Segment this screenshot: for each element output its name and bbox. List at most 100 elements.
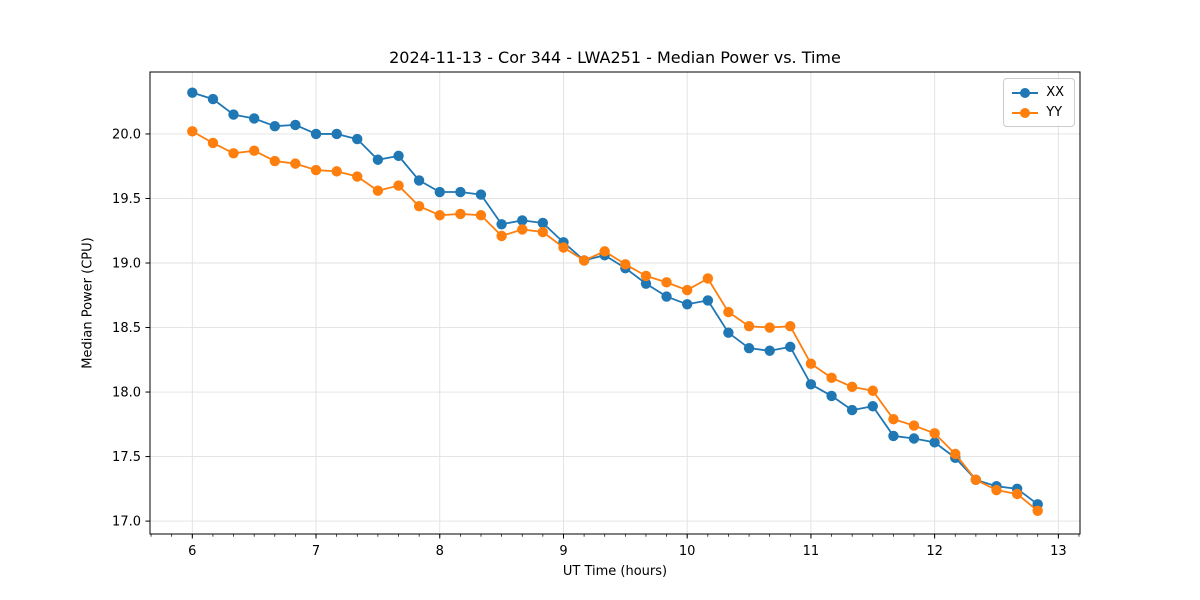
series-xx-marker: [228, 109, 239, 120]
legend-label-yy: YY: [1046, 105, 1063, 120]
series-yy-marker: [620, 259, 631, 270]
series-yy-marker: [846, 381, 858, 393]
series-yy-marker: [681, 284, 693, 296]
series-xx-marker: [434, 186, 445, 198]
series-xx-marker: [187, 87, 198, 98]
series-yy-marker: [970, 474, 982, 485]
legend: XX YY: [1003, 78, 1075, 127]
x-tick-label: 7: [312, 544, 320, 559]
series-xx-marker: [352, 133, 363, 145]
y-tick-label: 20.0: [112, 127, 141, 142]
series-yy-marker: [248, 145, 260, 156]
x-tick-label: 6: [188, 544, 196, 559]
series-yy-marker: [764, 322, 775, 333]
series-xx-marker: [331, 128, 342, 140]
series-xx-marker: [310, 128, 322, 140]
series-yy-marker: [661, 277, 672, 288]
series-xx-marker: [517, 215, 528, 226]
x-tick-label: 10: [679, 544, 696, 559]
series-yy-marker: [1011, 488, 1023, 500]
series-yy-marker: [599, 246, 610, 257]
series-yy-marker: [290, 158, 301, 169]
series-yy-marker: [578, 255, 590, 266]
legend-entry-yy: YY: [1012, 104, 1064, 121]
series-yy-marker: [434, 210, 445, 221]
series-yy-marker: [950, 448, 961, 460]
legend-entry-xx: XX: [1012, 84, 1064, 101]
series-yy-marker: [558, 242, 569, 253]
series-yy-marker: [310, 164, 322, 176]
series-xx-marker: [269, 121, 281, 132]
series-xx-marker: [785, 341, 796, 353]
series-yy-marker: [867, 385, 878, 396]
plot-border: [149, 71, 1081, 535]
series-yy-marker: [393, 180, 404, 191]
legend-label-xx: XX: [1046, 85, 1064, 100]
series-yy-marker: [455, 208, 466, 220]
series-yy-line: [191, 130, 1039, 512]
series-xx-marker: [867, 401, 878, 412]
series-yy-marker: [475, 210, 487, 221]
series-xx-marker: [846, 404, 858, 416]
x-tick-label: 13: [1050, 544, 1067, 559]
legend-marker-yy: [1012, 107, 1039, 119]
series-yy-marker: [908, 420, 920, 431]
series-xx-marker: [393, 150, 404, 162]
series-xx-marker: [826, 390, 837, 402]
series-yy-marker: [1032, 505, 1043, 516]
series-yy-marker: [413, 201, 425, 212]
x-axis-label: UT Time (hours): [562, 564, 668, 579]
legend-dot-icon: [1020, 107, 1031, 118]
series-xx-marker: [661, 291, 672, 302]
series-yy-marker: [352, 171, 363, 182]
series-yy-marker: [187, 126, 198, 137]
x-tick-label: 12: [926, 544, 943, 559]
series-xx-marker: [805, 379, 817, 390]
series-xx-marker: [248, 113, 260, 124]
series-xx-marker: [743, 342, 755, 354]
chart-title: 2024-11-13 - Cor 344 - LWA251 - Median P…: [389, 48, 841, 67]
series-xx-marker: [764, 345, 775, 356]
series-xx-marker: [888, 430, 899, 442]
series-yy-marker: [929, 428, 940, 439]
series-yy-marker: [228, 148, 239, 159]
y-tick-label: 18.5: [112, 321, 141, 336]
series-xx-marker: [723, 327, 734, 338]
legend-marker-xx: [1012, 87, 1039, 99]
y-tick-label: 17.5: [112, 450, 141, 465]
series-xx-marker: [640, 278, 652, 289]
series-yy-marker: [785, 321, 796, 332]
series-xx-marker: [475, 189, 487, 200]
series-yy-marker: [826, 372, 837, 384]
series-xx-marker: [929, 437, 940, 448]
series-yy-marker: [743, 321, 755, 332]
y-tick-label: 17.0: [112, 515, 141, 530]
series-yy-marker: [723, 306, 734, 318]
series-yy-marker: [888, 413, 899, 425]
series-xx-marker: [207, 93, 219, 105]
series-yy-marker: [207, 137, 219, 149]
series-yy-marker: [496, 230, 507, 242]
series-xx-marker: [455, 186, 466, 198]
series-yy-marker: [991, 484, 1002, 496]
series-yy-marker: [640, 270, 652, 282]
series-xx-marker: [413, 175, 425, 186]
series-xx-marker: [537, 217, 549, 229]
series-yy-marker: [269, 155, 281, 167]
y-tick-label: 18.0: [112, 386, 141, 401]
series-xx-marker: [681, 299, 693, 310]
series-xx-marker: [908, 433, 920, 444]
series-yy-marker: [331, 166, 342, 177]
y-tick-label: 19.0: [112, 256, 141, 271]
series-yy-marker: [702, 273, 714, 284]
series-yy-marker: [805, 358, 817, 369]
x-tick-label: 9: [559, 544, 567, 559]
series-yy-marker: [372, 185, 384, 196]
series-xx-marker: [372, 154, 384, 165]
series-xx-marker: [496, 219, 507, 230]
series-yy-marker: [537, 226, 549, 238]
series-xx-marker: [702, 295, 714, 306]
legend-dot-icon: [1020, 87, 1031, 98]
